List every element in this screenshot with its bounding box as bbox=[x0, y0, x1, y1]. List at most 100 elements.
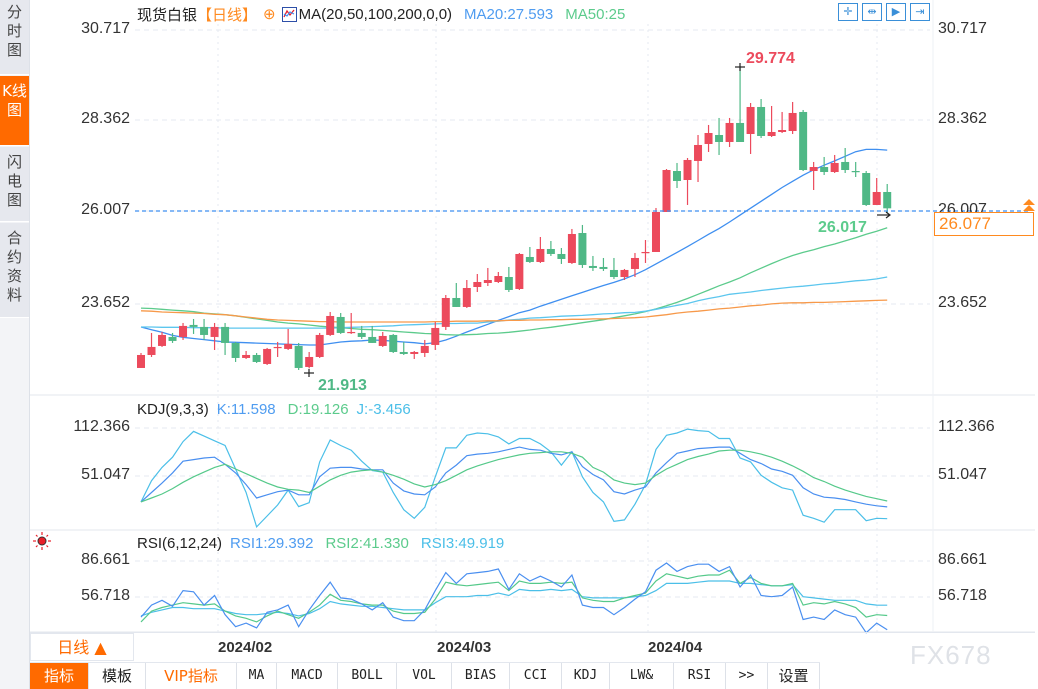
rsi-title[interactable]: RSI(6,12,24) bbox=[137, 535, 223, 552]
add-indicator-icon[interactable]: ⊕ bbox=[263, 6, 276, 23]
zoom-range-icon[interactable]: ⇹ bbox=[862, 3, 882, 21]
sidebar-tab-flash[interactable]: 闪电图 bbox=[0, 147, 29, 222]
candle bbox=[757, 98, 766, 138]
candle-body bbox=[389, 334, 398, 352]
candle bbox=[200, 318, 209, 340]
x-tick-label: 2024/03 bbox=[437, 639, 492, 656]
candle bbox=[872, 178, 881, 205]
candle bbox=[273, 341, 282, 357]
toolbar-indicators[interactable]: 指标 bbox=[30, 663, 89, 689]
recent-annotation: 26.017 bbox=[818, 219, 867, 236]
crosshair-icon[interactable]: ✛ bbox=[838, 3, 858, 21]
kdj-tick-left: 112.366 bbox=[73, 418, 130, 435]
candle-body bbox=[147, 346, 156, 355]
ma-chart-icon[interactable] bbox=[281, 6, 297, 22]
candle bbox=[862, 171, 871, 206]
sidebar-tab-timeshare[interactable]: 分时图 bbox=[0, 0, 29, 75]
candle-body bbox=[420, 345, 429, 353]
toolbar-cci[interactable]: CCI bbox=[510, 663, 562, 689]
candle bbox=[347, 312, 356, 334]
scroll-up-icon[interactable] bbox=[1023, 199, 1035, 211]
candle-body bbox=[567, 233, 576, 263]
jump-to-latest-icon[interactable]: ⇥ bbox=[910, 3, 930, 21]
toolbar-bias[interactable]: BIAS bbox=[452, 663, 510, 689]
candle bbox=[452, 282, 461, 307]
kdj-j-line bbox=[140, 428, 888, 529]
y-tick-left: 30.717 bbox=[81, 20, 130, 37]
candle-body bbox=[357, 332, 366, 337]
rsi-tick-right: 86.661 bbox=[938, 551, 987, 568]
candle bbox=[578, 224, 587, 268]
candle-body bbox=[757, 106, 766, 136]
candle-body bbox=[683, 159, 692, 180]
toolbar-more[interactable]: >> bbox=[726, 663, 768, 689]
ma-settings-label[interactable]: MA(20,50,100,200,0,0) bbox=[298, 5, 453, 23]
candle bbox=[462, 280, 471, 308]
rsi-header: RSI(6,12,24) RSI1:29.392 RSI2:41.330 RSI… bbox=[137, 535, 504, 552]
candle-body bbox=[368, 336, 377, 343]
candle bbox=[294, 342, 303, 370]
kdj-k-line bbox=[140, 446, 888, 508]
candle-body bbox=[242, 354, 251, 358]
candles bbox=[137, 66, 892, 370]
candle-body bbox=[872, 191, 881, 205]
candle bbox=[851, 161, 860, 178]
period-selector[interactable]: 日线 ▲ bbox=[30, 633, 134, 661]
y-tick-right: 23.652 bbox=[938, 294, 987, 311]
candle-body bbox=[231, 342, 240, 358]
candle-body bbox=[704, 132, 713, 144]
play-icon[interactable]: ▶ bbox=[886, 3, 906, 21]
toolbar-lwr[interactable]: LW& bbox=[610, 663, 674, 689]
toolbar-boll[interactable]: BOLL bbox=[338, 663, 397, 689]
candle-body bbox=[641, 251, 650, 254]
toolbar-settings[interactable]: 设置 bbox=[768, 663, 820, 689]
toolbar-vol[interactable]: VOL bbox=[397, 663, 452, 689]
candle-body bbox=[578, 232, 587, 265]
candle bbox=[441, 294, 450, 330]
high-marker bbox=[735, 63, 745, 71]
toolbar-templates[interactable]: 模板 bbox=[89, 663, 146, 689]
watermark-logo: FX678 bbox=[910, 640, 992, 670]
candle bbox=[799, 109, 808, 172]
candle bbox=[841, 147, 850, 174]
candle bbox=[221, 322, 230, 355]
candle bbox=[315, 332, 324, 358]
candle-body bbox=[200, 326, 209, 335]
rsi1-line bbox=[140, 562, 888, 634]
rsi2-line bbox=[140, 569, 888, 623]
chart-tools: ✛ ⇹ ▶ ⇥ bbox=[838, 3, 930, 21]
sun-icon[interactable] bbox=[33, 532, 51, 550]
candle bbox=[336, 312, 345, 334]
candle bbox=[809, 161, 818, 190]
candle-body bbox=[378, 335, 387, 346]
candle bbox=[137, 352, 145, 368]
candle bbox=[830, 154, 839, 174]
chart-header: 现货白银 【日线】 ⊕ MA(20,50,100,200,0,0) MA20:2… bbox=[137, 4, 625, 24]
candle-body bbox=[546, 248, 555, 254]
low-annotation: 21.913 bbox=[318, 377, 367, 394]
candle bbox=[357, 325, 366, 339]
candle bbox=[525, 246, 534, 263]
toolbar-ma[interactable]: MA bbox=[237, 663, 277, 689]
y-tick-left: 23.652 bbox=[81, 294, 130, 311]
candle bbox=[473, 274, 482, 292]
toolbar-rsi[interactable]: RSI bbox=[674, 663, 726, 689]
indicator-toolbar: 指标 模板 VIP指标 MA MACD BOLL VOL BIAS CCI KD… bbox=[30, 662, 820, 689]
candle bbox=[662, 169, 671, 212]
sidebar-tab-contract-info[interactable]: 合约资料 bbox=[0, 223, 29, 318]
kdj-title[interactable]: KDJ(9,3,3) bbox=[137, 401, 209, 418]
toolbar-vip-indicators[interactable]: VIP指标 bbox=[146, 663, 237, 689]
y-tick-right: 30.717 bbox=[938, 20, 987, 37]
candle-body bbox=[809, 167, 818, 172]
toolbar-kdj[interactable]: KDJ bbox=[562, 663, 610, 689]
sidebar-tab-kline[interactable]: K线图 bbox=[0, 76, 29, 146]
kdj-tick-right: 51.047 bbox=[938, 466, 987, 483]
candle-body bbox=[767, 131, 776, 136]
candle bbox=[778, 111, 787, 133]
candle bbox=[588, 255, 597, 271]
candle-body bbox=[336, 316, 345, 333]
candle bbox=[599, 257, 608, 271]
toolbar-macd[interactable]: MACD bbox=[277, 663, 338, 689]
candle bbox=[410, 350, 419, 359]
